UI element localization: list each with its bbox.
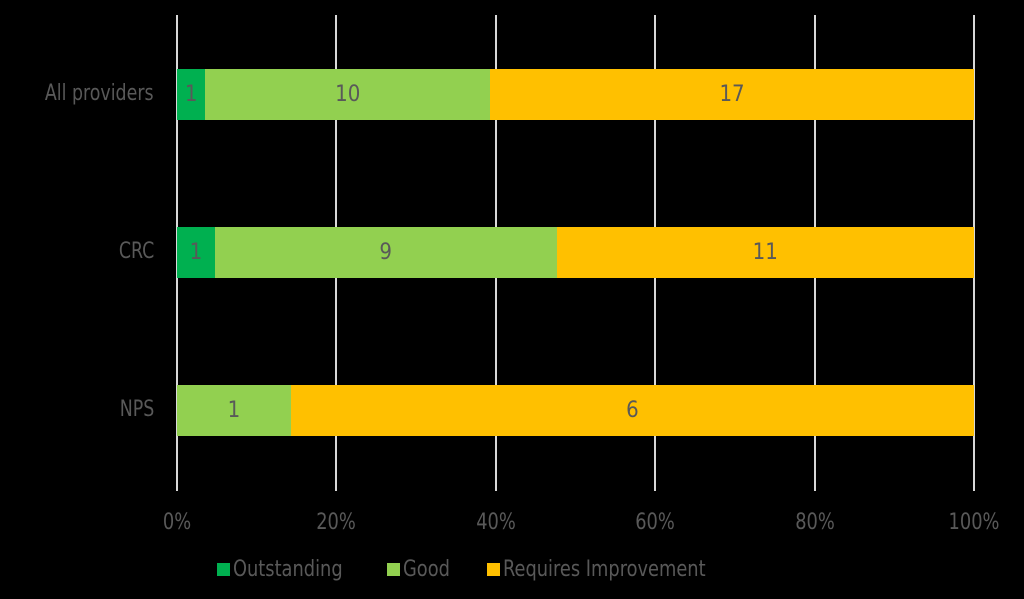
x-tick-label: 80% [794, 510, 835, 535]
bar-all-providers: 1 10 17 [177, 69, 974, 120]
legend-item: Good [386, 557, 455, 582]
category-label: CRC [118, 239, 154, 264]
bar-segment-good: 10 [205, 69, 491, 120]
bar-crc: 1 9 11 [177, 227, 974, 278]
gridline [973, 15, 975, 491]
x-tick-label: 20% [316, 510, 357, 535]
bar-segment-outstanding: 1 [177, 227, 215, 278]
plot-area: 1 10 17 1 9 11 1 6 [176, 15, 975, 491]
legend-swatch-icon [217, 563, 230, 576]
bar-segment-requires-improvement: 11 [556, 227, 974, 278]
bar-segment-good: 9 [214, 227, 557, 278]
x-tick-label: 0% [162, 510, 192, 535]
x-tick-label: 40% [475, 510, 516, 535]
legend-label: Outstanding [233, 557, 343, 582]
category-label: All providers [45, 81, 154, 106]
bar-segment-requires-improvement: 6 [290, 385, 974, 436]
legend-label: Good [402, 557, 450, 582]
legend: Outstanding Good Requires Improvement [217, 557, 760, 582]
legend-label: Requires Improvement [502, 557, 706, 582]
bar-segment-good: 1 [177, 385, 291, 436]
bar-segment-outstanding: 1 [177, 69, 206, 120]
x-tick-label: 100% [948, 510, 1000, 535]
legend-swatch-icon [486, 563, 500, 576]
x-tick-label: 60% [635, 510, 675, 535]
category-label: NPS [119, 397, 154, 422]
legend-swatch-icon [386, 563, 400, 576]
legend-item: Outstanding [217, 557, 355, 582]
bar-segment-requires-improvement: 17 [490, 69, 974, 120]
legend-item: Requires Improvement [486, 557, 728, 582]
